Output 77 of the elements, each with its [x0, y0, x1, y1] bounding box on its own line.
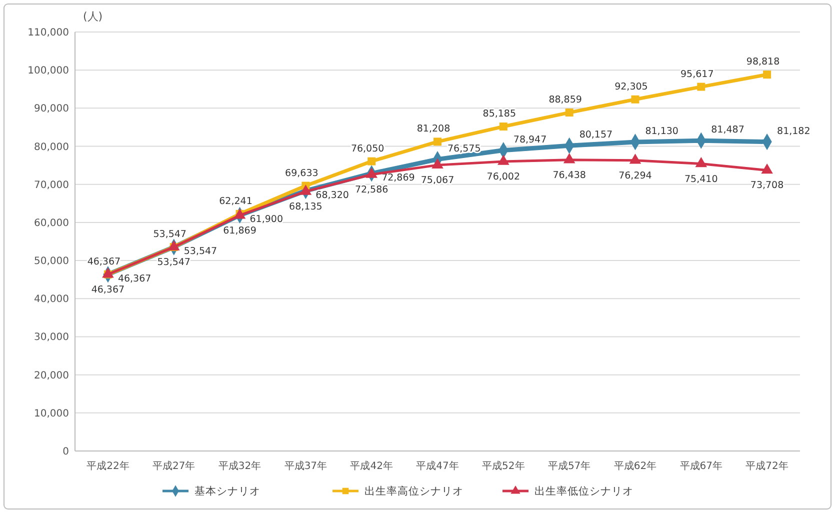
x-tick-label: 平成67年: [680, 460, 723, 472]
x-tick-label: 平成32年: [218, 460, 262, 472]
data-label: 95,617: [680, 68, 714, 80]
y-tick-label: 50,000: [34, 256, 69, 268]
data-label: 46,367: [118, 273, 152, 284]
point: [499, 122, 508, 131]
point: [763, 70, 772, 79]
data-label: 81,487: [711, 124, 744, 136]
y-tick-label: 40,000: [34, 294, 69, 306]
point: [300, 184, 312, 195]
legend-label: 出生率高位シナリオ: [364, 484, 464, 498]
y-tick-label: 110,000: [28, 28, 69, 38]
data-label: 76,294: [618, 170, 652, 182]
data-label: 72,869: [382, 172, 415, 184]
data-label: 69,633: [285, 168, 318, 179]
data-label: 68,135: [289, 201, 322, 212]
data-label: 76,002: [486, 172, 520, 182]
x-tick-label: 平成42年: [350, 460, 393, 472]
data-label: 76,575: [448, 143, 481, 154]
data-label: 62,241: [219, 196, 252, 207]
data-label: 85,185: [482, 108, 516, 120]
point: [432, 158, 444, 168]
point: [434, 138, 442, 146]
y-tick-label: 0: [62, 446, 69, 458]
data-label: 80,157: [579, 130, 613, 141]
point: [629, 154, 642, 164]
data-label: 53,547: [184, 246, 218, 258]
data-label: 53,547: [153, 229, 186, 240]
point: [631, 95, 640, 104]
data-label: 68,320: [316, 190, 349, 201]
x-tick-label: 平成27年: [152, 460, 196, 472]
data-label: 81,208: [416, 124, 450, 135]
point: [565, 108, 574, 117]
point: [168, 240, 180, 250]
x-tick-label: 平成62年: [614, 460, 657, 472]
y-tick-label: 100,000: [28, 66, 69, 77]
point: [563, 153, 576, 164]
data-label: 75,410: [684, 174, 718, 185]
data-label: 61,900: [250, 214, 284, 226]
x-tick-label: 平成22年: [86, 460, 130, 472]
point: [498, 154, 510, 165]
y-tick-label: 30,000: [34, 332, 69, 344]
y-tick-label: 70,000: [34, 180, 69, 191]
point: [368, 157, 376, 166]
data-label: 81,130: [645, 126, 678, 137]
data-label: 81,182: [777, 126, 810, 137]
data-label: 46,367: [91, 284, 125, 296]
point: [761, 163, 773, 174]
x-tick-label: 平成37年: [284, 460, 328, 472]
x-tick-label: 平成52年: [482, 460, 525, 472]
x-tick-label: 平成57年: [548, 460, 591, 472]
legend-label: 基本シナリオ: [194, 484, 260, 498]
point: [697, 82, 706, 91]
data-label: 76,050: [350, 143, 384, 154]
point: [366, 168, 378, 178]
data-label: 98,818: [746, 56, 780, 68]
data-label: 88,859: [548, 94, 582, 106]
x-tick-label: 平成72年: [746, 460, 788, 472]
data-label: 61,869: [223, 225, 256, 236]
data-label: 53,547: [157, 257, 190, 268]
data-label: 76,438: [552, 170, 586, 181]
y-axis-title: (人): [83, 10, 103, 23]
data-label: 73,708: [750, 180, 784, 192]
y-tick-label: 10,000: [34, 408, 69, 420]
data-label: 46,367: [87, 256, 121, 268]
data-label: 92,305: [614, 81, 648, 92]
point: [695, 156, 708, 168]
y-tick-label: 80,000: [34, 142, 69, 153]
y-tick-label: 90,000: [34, 104, 69, 115]
y-tick-label: 60,000: [34, 218, 69, 229]
legend-label: 出生率低位シナリオ: [534, 484, 634, 498]
y-tick-label: 20,000: [34, 370, 69, 382]
x-tick-label: 平成47年: [416, 460, 459, 472]
data-label: 72,586: [354, 184, 388, 196]
data-label: 75,067: [420, 175, 454, 186]
data-label: 78,947: [513, 134, 547, 146]
point: [102, 268, 114, 278]
